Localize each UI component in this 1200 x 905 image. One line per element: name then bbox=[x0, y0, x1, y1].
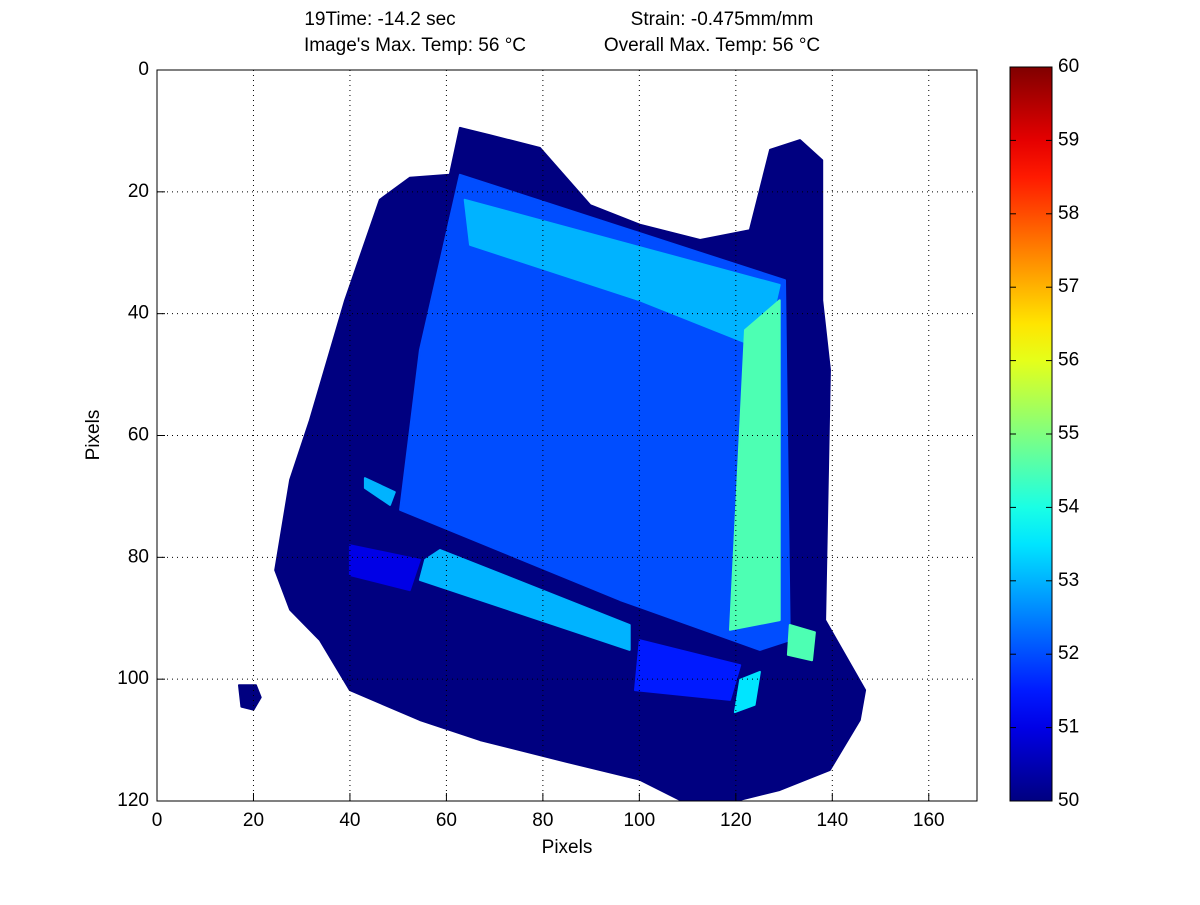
heat-region bbox=[463, 198, 781, 352]
colorbar-tick-label: 50 bbox=[1058, 790, 1079, 811]
colorbar-tick-label: 57 bbox=[1058, 276, 1079, 297]
plot-frame bbox=[156, 69, 978, 802]
y-tick-label: 20 bbox=[128, 181, 149, 202]
y-tick-label: 0 bbox=[138, 59, 149, 80]
x-tick-label: 160 bbox=[913, 810, 945, 831]
heat-region bbox=[634, 639, 742, 701]
y-tick-label: 40 bbox=[128, 303, 149, 324]
x-tick-label: 140 bbox=[816, 810, 848, 831]
heat-region bbox=[786, 624, 816, 662]
x-tick-label: 40 bbox=[339, 810, 360, 831]
y-tick-label: 80 bbox=[128, 546, 149, 567]
title-time: 19Time: -14.2 sec bbox=[304, 9, 455, 30]
x-tick-label: 100 bbox=[624, 810, 656, 831]
colorbar-tick-label: 56 bbox=[1058, 350, 1079, 371]
colorbar-tick-label: 51 bbox=[1058, 717, 1079, 738]
x-tick-label: 120 bbox=[720, 810, 752, 831]
y-axis-label: Pixels bbox=[83, 410, 104, 461]
heat-region bbox=[733, 670, 761, 714]
title-overall-max: Overall Max. Temp: 56 °C bbox=[604, 35, 820, 56]
x-tick-label: 0 bbox=[152, 810, 163, 831]
x-tick-label: 60 bbox=[436, 810, 457, 831]
y-tick-label: 100 bbox=[117, 668, 149, 689]
x-tick-label: 80 bbox=[532, 810, 553, 831]
colorbar-tick-label: 55 bbox=[1058, 423, 1079, 444]
colorbar-tick-label: 59 bbox=[1058, 129, 1079, 150]
heat-region bbox=[363, 477, 396, 506]
title-image-max: Image's Max. Temp: 56 °C bbox=[304, 35, 526, 56]
colorbar-tick-label: 60 bbox=[1058, 56, 1079, 77]
y-tick-label: 60 bbox=[128, 425, 149, 446]
colorbar bbox=[1009, 66, 1053, 802]
heat-region bbox=[729, 299, 781, 631]
colorbar-tick-label: 54 bbox=[1058, 496, 1080, 517]
heat-region bbox=[418, 549, 631, 651]
x-tick-label: 20 bbox=[243, 810, 264, 831]
x-axis-label: Pixels bbox=[542, 837, 593, 858]
colorbar-tick-label: 53 bbox=[1058, 570, 1079, 591]
title-strain: Strain: -0.475mm/mm bbox=[631, 9, 814, 30]
colorbar-tick-label: 58 bbox=[1058, 203, 1079, 224]
y-tick-label: 120 bbox=[117, 790, 149, 811]
colorbar-tick-label: 52 bbox=[1058, 643, 1079, 664]
